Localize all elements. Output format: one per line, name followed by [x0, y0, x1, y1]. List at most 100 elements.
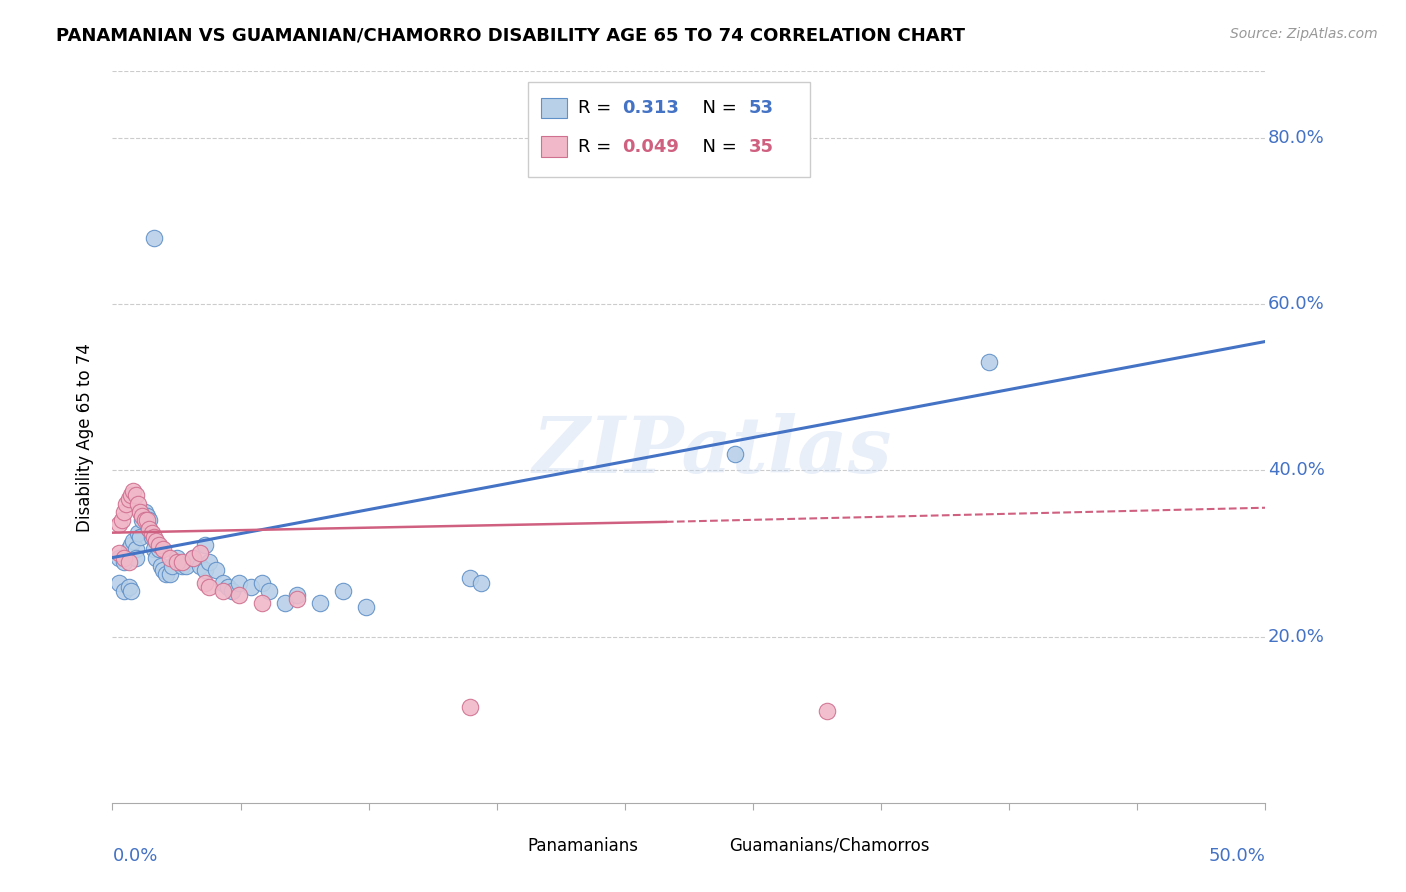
- Point: [134, 505, 156, 519]
- Text: R =: R =: [578, 137, 617, 156]
- Point: [127, 497, 149, 511]
- Point: [129, 505, 152, 519]
- Point: [159, 550, 181, 565]
- Text: Source: ZipAtlas.com: Source: ZipAtlas.com: [1230, 27, 1378, 41]
- Point: [138, 521, 160, 535]
- Point: [117, 492, 139, 507]
- Point: [205, 563, 228, 577]
- Point: [194, 538, 217, 552]
- Point: [136, 509, 159, 524]
- Point: [120, 538, 142, 552]
- Point: [977, 355, 1000, 369]
- Point: [108, 517, 131, 532]
- Point: [188, 546, 211, 560]
- Point: [148, 538, 170, 552]
- Y-axis label: Disability Age 65 to 74: Disability Age 65 to 74: [76, 343, 94, 532]
- FancyBboxPatch shape: [541, 136, 567, 157]
- Point: [141, 530, 163, 544]
- Point: [149, 558, 172, 573]
- FancyBboxPatch shape: [695, 838, 720, 854]
- Point: [170, 555, 193, 569]
- Point: [122, 484, 145, 499]
- Text: 80.0%: 80.0%: [1268, 128, 1324, 147]
- Point: [181, 550, 204, 565]
- Point: [166, 555, 188, 569]
- Point: [112, 505, 135, 519]
- Point: [724, 447, 747, 461]
- Point: [309, 596, 332, 610]
- Point: [115, 497, 138, 511]
- Point: [143, 542, 166, 557]
- Point: [127, 525, 149, 540]
- Text: 53: 53: [749, 99, 773, 117]
- Point: [138, 513, 160, 527]
- Point: [124, 488, 146, 502]
- Point: [143, 230, 166, 244]
- FancyBboxPatch shape: [527, 82, 810, 178]
- Point: [112, 583, 135, 598]
- Point: [131, 513, 153, 527]
- Point: [122, 533, 145, 548]
- Point: [120, 488, 142, 502]
- Text: N =: N =: [692, 99, 742, 117]
- Point: [152, 563, 174, 577]
- Point: [194, 575, 217, 590]
- Point: [198, 580, 221, 594]
- Point: [117, 542, 139, 557]
- Point: [138, 521, 160, 535]
- Point: [285, 588, 308, 602]
- FancyBboxPatch shape: [541, 98, 567, 118]
- Point: [470, 575, 492, 590]
- Point: [815, 705, 838, 719]
- Point: [143, 530, 166, 544]
- Point: [332, 583, 354, 598]
- Text: 0.049: 0.049: [621, 137, 679, 156]
- Point: [120, 583, 142, 598]
- Point: [354, 600, 377, 615]
- Point: [141, 525, 163, 540]
- Point: [136, 513, 159, 527]
- Point: [212, 575, 235, 590]
- Point: [134, 513, 156, 527]
- Text: 35: 35: [749, 137, 773, 156]
- Point: [112, 555, 135, 569]
- Point: [285, 592, 308, 607]
- Point: [111, 513, 134, 527]
- Point: [221, 583, 243, 598]
- Point: [131, 509, 153, 524]
- Point: [145, 533, 167, 548]
- FancyBboxPatch shape: [494, 838, 519, 854]
- Point: [194, 563, 217, 577]
- Point: [239, 580, 262, 594]
- Point: [159, 567, 181, 582]
- Point: [458, 700, 481, 714]
- Point: [124, 550, 146, 565]
- Point: [108, 546, 131, 560]
- Point: [181, 550, 204, 565]
- Text: ZIPatlas: ZIPatlas: [533, 414, 891, 490]
- Point: [228, 575, 250, 590]
- Point: [274, 596, 297, 610]
- Text: 0.313: 0.313: [621, 99, 679, 117]
- Point: [145, 550, 167, 565]
- Point: [188, 558, 211, 573]
- Point: [170, 558, 193, 573]
- Point: [458, 571, 481, 585]
- Point: [108, 575, 131, 590]
- Point: [198, 555, 221, 569]
- Text: Guamanians/Chamorros: Guamanians/Chamorros: [730, 837, 929, 855]
- Point: [162, 558, 184, 573]
- Text: N =: N =: [692, 137, 742, 156]
- Point: [166, 550, 188, 565]
- Point: [108, 550, 131, 565]
- Point: [152, 542, 174, 557]
- Point: [112, 550, 135, 565]
- Point: [212, 583, 235, 598]
- Point: [252, 596, 274, 610]
- Point: [252, 575, 274, 590]
- Text: PANAMANIAN VS GUAMANIAN/CHAMORRO DISABILITY AGE 65 TO 74 CORRELATION CHART: PANAMANIAN VS GUAMANIAN/CHAMORRO DISABIL…: [56, 27, 966, 45]
- Point: [259, 583, 281, 598]
- Point: [124, 542, 146, 557]
- Text: R =: R =: [578, 99, 617, 117]
- Point: [217, 580, 239, 594]
